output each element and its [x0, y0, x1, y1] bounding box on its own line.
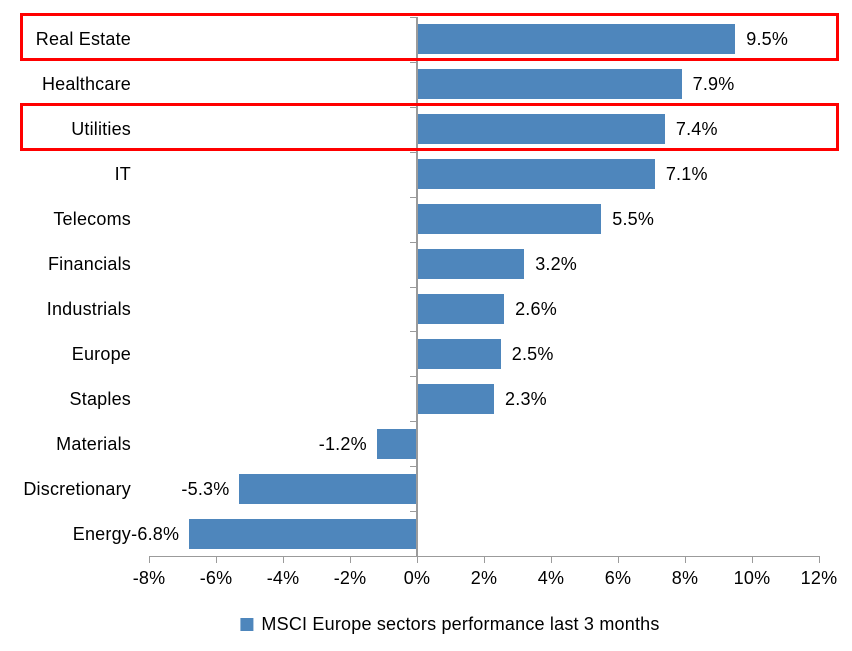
bar [417, 114, 665, 145]
axis-tick-label: -6% [199, 568, 233, 588]
category-label: Energy [72, 523, 131, 544]
value-label: 2.5% [511, 343, 554, 364]
legend: MSCI Europe sectors performance last 3 m… [240, 614, 659, 635]
bar [417, 24, 736, 55]
legend-swatch-icon [240, 618, 254, 631]
category-axis-tick [410, 331, 417, 333]
bar [189, 518, 417, 549]
category-axis-tick [410, 421, 417, 423]
category-axis-tick [410, 376, 417, 378]
category-axis-tick [410, 466, 417, 468]
category-axis-tick [410, 151, 417, 153]
value-label: -5.3% [181, 478, 230, 499]
category-label: Industrials [46, 298, 131, 319]
x-axis-tick [618, 556, 619, 563]
bar [376, 428, 417, 459]
axis-tick-label: 8% [671, 568, 699, 588]
category-label: Materials [56, 433, 131, 454]
category-label: Europe [71, 343, 131, 364]
value-label: -6.8% [131, 523, 180, 544]
category-axis-tick [410, 511, 417, 513]
bar [417, 204, 602, 235]
value-label: 9.5% [746, 29, 789, 50]
category-axis-tick [410, 17, 417, 18]
bar [417, 159, 655, 190]
x-axis-tick [484, 556, 485, 563]
axis-tick-label: 6% [604, 568, 632, 588]
category-axis-tick [410, 286, 417, 288]
category-axis-tick [410, 61, 417, 63]
x-axis-tick [283, 556, 284, 563]
category-label: Utilities [71, 119, 131, 140]
axis-tick-label: 10% [733, 568, 771, 588]
bar [417, 383, 495, 414]
value-label: 7.9% [692, 74, 735, 95]
x-axis-tick [350, 556, 351, 563]
category-label: Healthcare [41, 74, 131, 95]
x-axis-tick [551, 556, 552, 563]
value-label: 2.6% [515, 298, 557, 319]
axis-tick-label: -4% [266, 568, 300, 588]
value-label: 2.3% [505, 388, 547, 409]
axis-tick-label: 2% [470, 568, 498, 588]
zero-axis-line [416, 17, 418, 556]
legend-label: MSCI Europe sectors performance last 3 m… [261, 614, 660, 634]
value-label: 3.2% [535, 254, 578, 275]
axis-tick-label: -2% [333, 568, 367, 588]
category-label: Discretionary [23, 478, 131, 499]
x-axis-tick [685, 556, 686, 563]
category-axis-tick [410, 241, 417, 243]
category-label: Telecoms [53, 209, 131, 230]
bar [417, 293, 505, 324]
highlight-box [20, 102, 839, 151]
category-axis-tick [410, 106, 417, 108]
x-axis-tick [752, 556, 753, 563]
x-axis-tick [819, 556, 820, 563]
x-axis-tick [149, 556, 150, 563]
axis-tick-label: -8% [132, 568, 166, 588]
value-label: 7.4% [675, 119, 718, 140]
value-label: -1.2% [318, 433, 367, 454]
category-label: IT [114, 164, 131, 185]
category-label: Financials [47, 254, 131, 275]
axis-tick-label: 0% [403, 568, 431, 588]
bar [417, 338, 501, 369]
value-label: 5.5% [612, 209, 655, 230]
category-axis-tick [410, 196, 417, 198]
axis-tick-label: 12% [800, 568, 838, 588]
highlight-box [20, 13, 839, 61]
category-label: Staples [69, 388, 131, 409]
bar [417, 249, 525, 280]
category-label: Real Estate [35, 29, 131, 50]
x-axis-tick [417, 556, 418, 563]
bar [417, 69, 682, 100]
bar [239, 473, 417, 504]
axis-tick-label: 4% [537, 568, 565, 588]
x-axis-tick [216, 556, 217, 563]
value-label: 7.1% [665, 164, 708, 185]
